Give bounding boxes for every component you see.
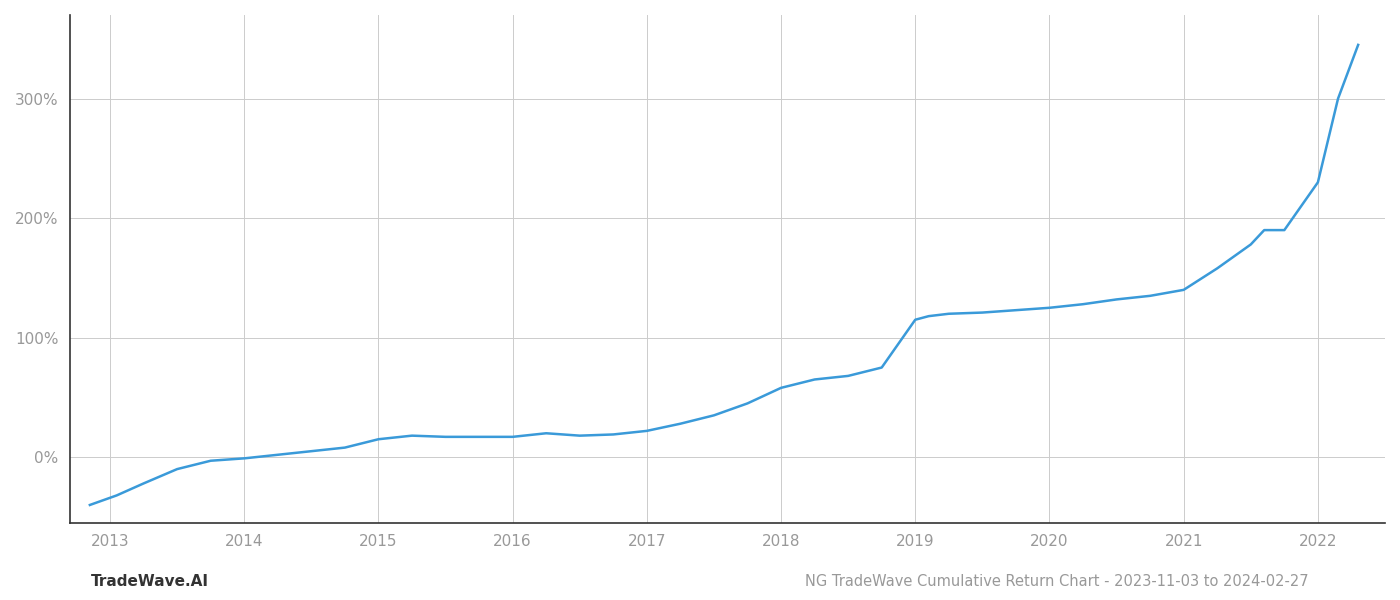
Text: NG TradeWave Cumulative Return Chart - 2023-11-03 to 2024-02-27: NG TradeWave Cumulative Return Chart - 2… xyxy=(805,574,1309,589)
Text: TradeWave.AI: TradeWave.AI xyxy=(91,574,209,589)
